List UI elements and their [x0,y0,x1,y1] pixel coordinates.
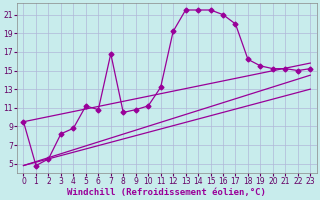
X-axis label: Windchill (Refroidissement éolien,°C): Windchill (Refroidissement éolien,°C) [68,188,266,197]
